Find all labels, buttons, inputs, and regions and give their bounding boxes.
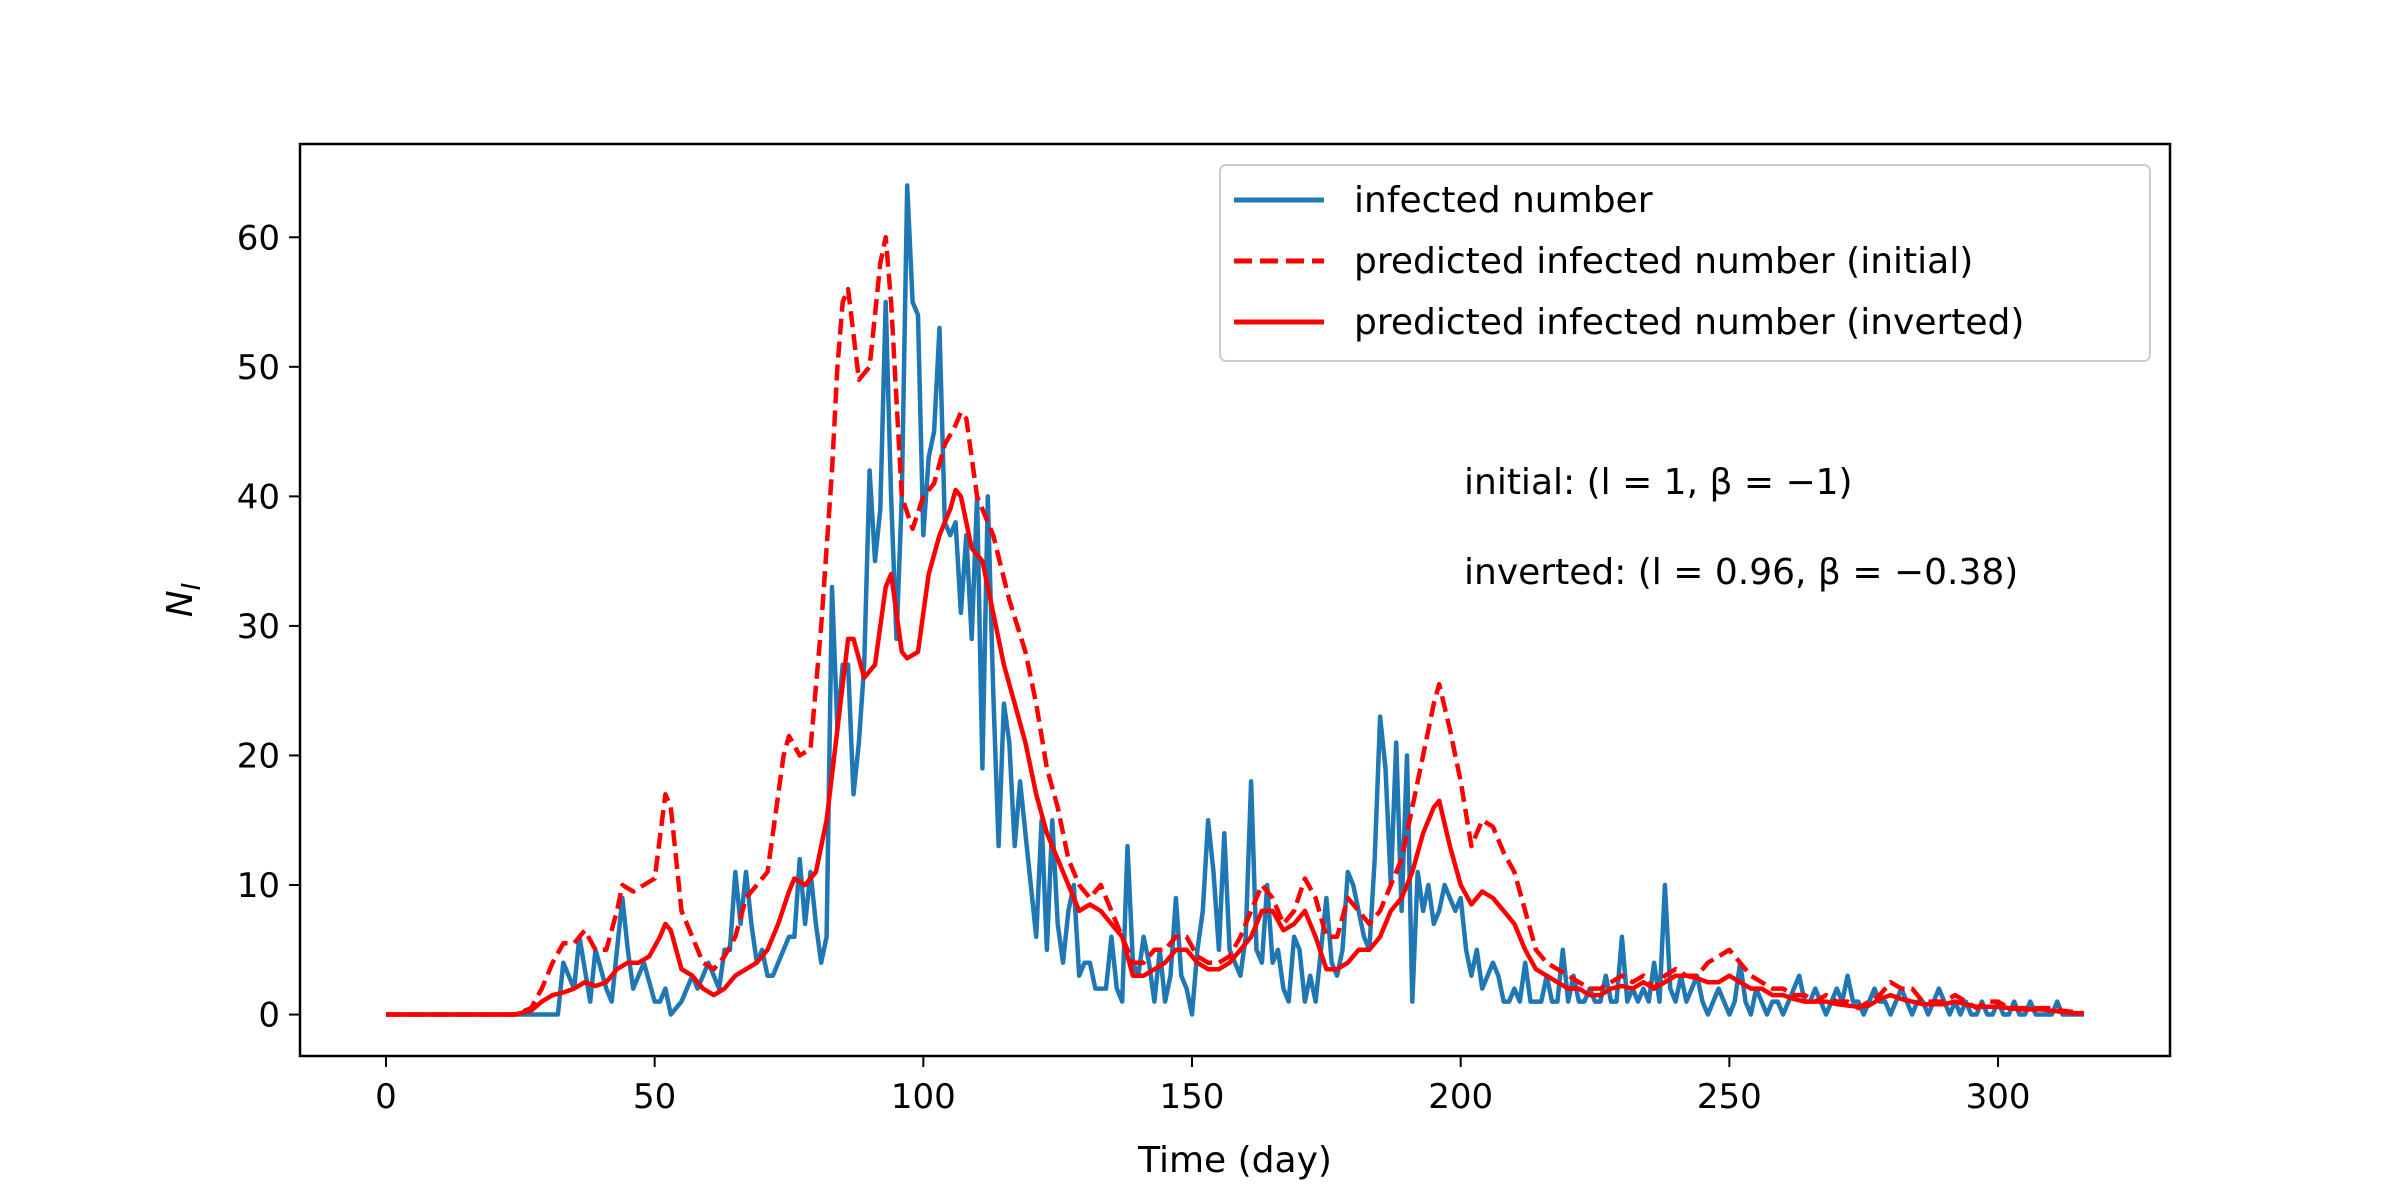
x-tick-label: 150: [1160, 1077, 1225, 1117]
legend-label-inverted: predicted infected number (inverted): [1354, 302, 2024, 343]
legend-label-initial: predicted infected number (initial): [1354, 241, 1973, 282]
x-tick-label: 100: [891, 1077, 956, 1117]
x-tick-label: 200: [1428, 1077, 1493, 1117]
x-tick-label: 250: [1697, 1077, 1762, 1117]
x-tick-label: 50: [633, 1077, 676, 1117]
y-axis-label-base: N: [160, 590, 201, 617]
y-tick-label: 20: [237, 736, 280, 776]
annotation-inverted: inverted: (l = 0.96, β = −0.38): [1464, 552, 2018, 593]
legend: infected number predicted infected numbe…: [1219, 164, 2151, 362]
series-line-predicted-inverted: [386, 487, 2084, 1017]
y-tick-label: 10: [237, 866, 280, 906]
y-tick-label: 0: [258, 996, 280, 1036]
x-tick-label: 0: [375, 1077, 397, 1117]
y-tick-label: 50: [237, 348, 280, 388]
x-axis-ticks: 0 50 100 150 200 250 300: [375, 1056, 2030, 1117]
annotation-initial: initial: (l = 1, β = −1): [1464, 462, 1853, 503]
y-tick-label: 40: [237, 477, 280, 517]
x-tick-label: 300: [1966, 1077, 2031, 1117]
plot-frame: [298, 142, 2172, 1058]
y-tick-label: 60: [237, 218, 280, 258]
legend-label-infected: infected number: [1354, 180, 1653, 221]
series-layer: [386, 183, 2085, 1017]
legend-box: [1219, 164, 2151, 362]
y-axis-label: NI: [160, 583, 207, 618]
y-tick-label: 30: [237, 607, 280, 647]
x-axis-label: Time (day): [1137, 1140, 1332, 1181]
series-line-predicted-initial: [386, 235, 2085, 1017]
y-axis-ticks: 0 10 20 30 40 50 60: [237, 218, 300, 1036]
y-axis-label-subscript: I: [177, 583, 207, 591]
